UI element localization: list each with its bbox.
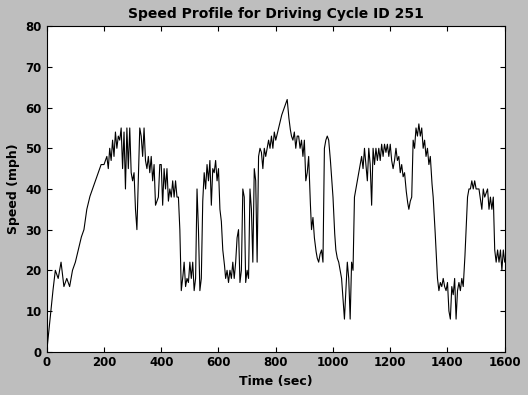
Y-axis label: Speed (mph): Speed (mph) [7,144,20,234]
X-axis label: Time (sec): Time (sec) [239,375,313,388]
Title: Speed Profile for Driving Cycle ID 251: Speed Profile for Driving Cycle ID 251 [128,7,423,21]
